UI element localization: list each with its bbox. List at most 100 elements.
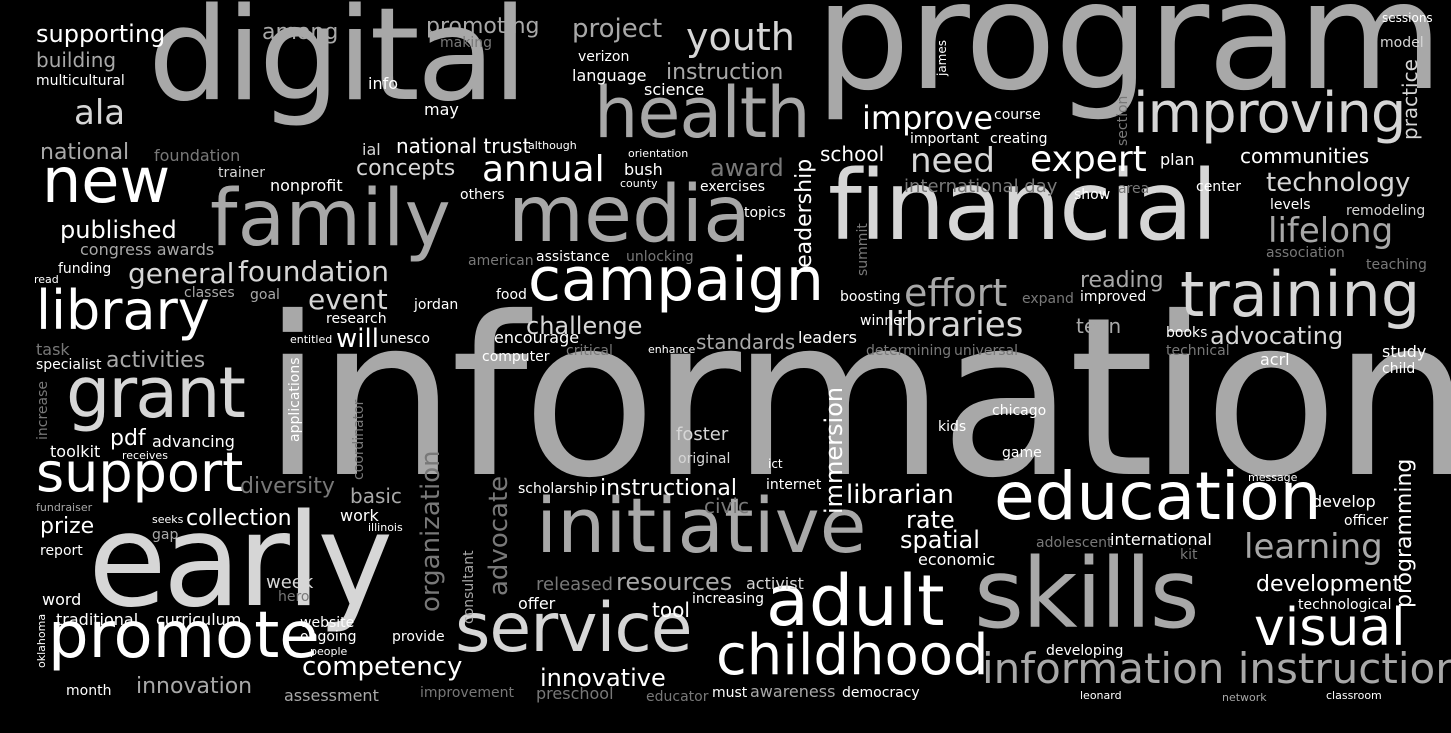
- word-assessment: assessment: [284, 686, 379, 705]
- word-multicultural: multicultural: [36, 73, 125, 89]
- word-developing: developing: [1046, 643, 1124, 659]
- word-info: info: [368, 74, 399, 93]
- word-entitled: entitled: [290, 333, 333, 346]
- word-read: read: [34, 273, 59, 286]
- word-prize: prize: [40, 514, 95, 539]
- word-technological: technological: [1298, 597, 1392, 613]
- word-economic: economic: [918, 550, 996, 569]
- word-international: international: [1110, 530, 1212, 549]
- word-leonard: leonard: [1080, 689, 1122, 702]
- word-health: health: [594, 72, 811, 154]
- word-organization: organization: [416, 450, 446, 612]
- word-word: word: [42, 590, 82, 609]
- word-report: report: [40, 543, 83, 559]
- word-grant: grant: [66, 352, 246, 434]
- word-educator: educator: [646, 689, 709, 705]
- word-books: books: [1166, 325, 1208, 341]
- word-unesco: unesco: [380, 331, 430, 347]
- word-civic: civic: [704, 494, 749, 518]
- word-must: must: [712, 685, 748, 701]
- word-people: people: [310, 645, 348, 658]
- word-model: model: [1380, 35, 1424, 51]
- word-officer: officer: [1344, 513, 1389, 529]
- word-week: week: [266, 572, 314, 593]
- word-food: food: [496, 287, 527, 303]
- word-ala: ala: [74, 93, 126, 133]
- word-youth: youth: [686, 15, 795, 59]
- word-language: language: [572, 66, 647, 85]
- word-determining: determining: [866, 343, 952, 359]
- word-receives: receives: [122, 449, 168, 462]
- word-standards: standards: [696, 330, 796, 354]
- word-pdf: pdf: [110, 426, 146, 451]
- word-jordan: jordan: [414, 297, 459, 313]
- word-activities: activities: [106, 348, 206, 373]
- word-diversity: diversity: [240, 474, 335, 499]
- word-although: although: [528, 139, 577, 152]
- word-foundation2: foundation: [238, 255, 390, 288]
- word-training: training: [1180, 258, 1421, 331]
- word-association: association: [1266, 245, 1345, 261]
- word-consultant: consultant: [461, 550, 477, 624]
- word-sessions: sessions: [1382, 11, 1433, 25]
- word-innovation: innovation: [136, 674, 253, 699]
- word-promoting: promoting: [426, 14, 540, 39]
- word-ongoing: ongoing: [300, 629, 357, 645]
- word-among: among: [262, 20, 339, 45]
- word-verizon: verizon: [578, 49, 630, 65]
- word-published: published: [60, 216, 177, 244]
- word-supporting: supporting: [36, 20, 166, 48]
- word-scholarship: scholarship: [518, 481, 598, 497]
- word-acrl: acrl: [1260, 350, 1290, 369]
- word-practice: practice: [1398, 59, 1422, 140]
- word-concepts: concepts: [356, 156, 456, 181]
- word-instruction: instruction: [666, 60, 784, 85]
- word-research: research: [326, 311, 387, 327]
- word-increase: increase: [35, 380, 51, 440]
- word-ict: ict: [768, 457, 783, 471]
- word-improve: improve: [862, 99, 994, 137]
- word-winner: winner: [860, 313, 908, 329]
- word-innovative: innovative: [540, 664, 666, 692]
- word-critical: critical: [566, 343, 613, 359]
- word-spatial: spatial: [900, 526, 980, 554]
- word-activist: activist: [746, 574, 804, 593]
- word-preschool: preschool: [536, 684, 614, 703]
- word-basic: basic: [350, 484, 402, 508]
- word-congress-awards: congress awards: [80, 240, 215, 259]
- word-resources: resources: [616, 568, 733, 596]
- word-libraries: libraries: [886, 305, 1024, 345]
- word-goal: goal: [250, 287, 280, 303]
- word-traditional: traditional: [56, 610, 139, 629]
- word-early: early: [88, 487, 393, 636]
- word-teaching: teaching: [1366, 257, 1427, 273]
- word-new: new: [42, 144, 171, 217]
- word-game: game: [1002, 445, 1042, 461]
- word-ial: ial: [362, 140, 381, 159]
- word-kids: kids: [938, 419, 967, 435]
- word-task: task: [36, 340, 70, 359]
- word-development: development: [1256, 572, 1402, 597]
- word-develop: develop: [1312, 492, 1376, 511]
- word-international-day: international day: [904, 176, 1058, 197]
- word-information-instruction: information instruction: [982, 644, 1451, 693]
- word-show: show: [1074, 187, 1111, 203]
- word-applications: applications: [287, 357, 303, 442]
- word-plan: plan: [1160, 150, 1195, 169]
- word-campaign: campaign: [528, 245, 824, 315]
- word-challenge: challenge: [526, 312, 643, 340]
- word-funding: funding: [58, 261, 112, 277]
- word-levels: levels: [1270, 197, 1311, 213]
- word-technical: technical: [1166, 343, 1230, 359]
- word-internet: internet: [766, 477, 822, 493]
- word-learning: learning: [1244, 527, 1383, 567]
- word-original: original: [678, 451, 731, 467]
- word-competency: competency: [302, 652, 463, 682]
- word-universal: universal: [954, 343, 1019, 359]
- word-science: science: [644, 80, 705, 99]
- word-orientation: orientation: [628, 147, 689, 160]
- word-illinois: illinois: [368, 521, 403, 534]
- word-expert: expert: [1030, 139, 1147, 180]
- word-american: american: [468, 253, 534, 269]
